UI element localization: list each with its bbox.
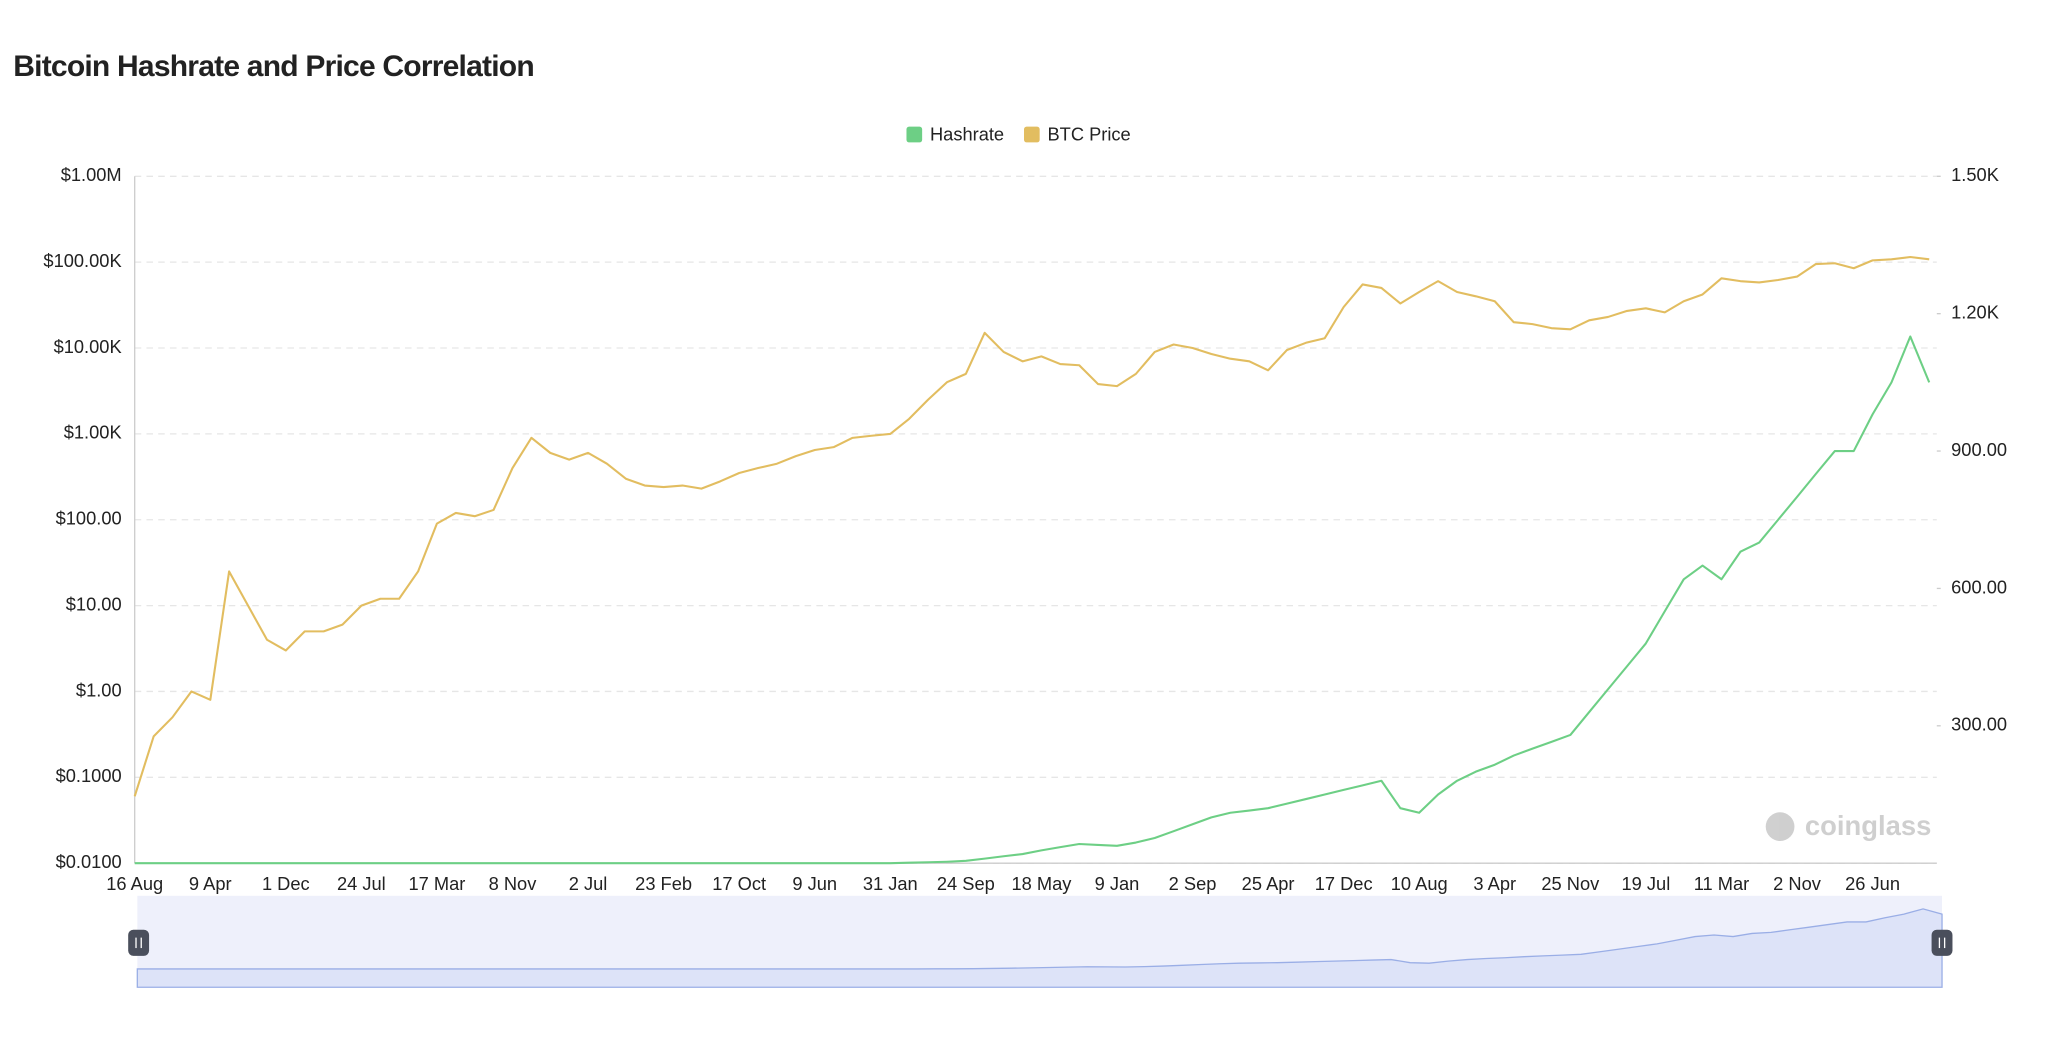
watermark-icon <box>1765 812 1795 841</box>
x-tick-label: 2 Sep <box>1169 873 1217 894</box>
x-tick-label: 18 May <box>1011 873 1072 894</box>
series-line <box>134 335 1931 865</box>
x-tick-label: 9 Jan <box>1095 873 1140 894</box>
y2-tick-label: 900.00 <box>1951 439 2007 460</box>
chart-title: Bitcoin Hashrate and Price Correlation <box>13 50 534 83</box>
watermark: coinglass <box>1765 810 1931 841</box>
x-tick-label: 9 Apr <box>189 873 232 894</box>
x-tick-label: 17 Dec <box>1315 873 1373 894</box>
y2-tick-label: 600.00 <box>1951 576 2007 597</box>
x-tick-label: 31 Jan <box>863 873 918 894</box>
legend-label: Hashrate <box>930 124 1004 145</box>
x-tick-label: 17 Oct <box>712 873 766 894</box>
legend-swatch <box>1024 126 1040 143</box>
x-tick-label: 25 Nov <box>1541 873 1600 894</box>
x-tick-label: 16 Aug <box>106 873 163 894</box>
y-tick-label: $100.00K <box>43 250 121 271</box>
x-tick-label: 2 Nov <box>1773 873 1822 894</box>
x-tick-label: 10 Aug <box>1391 873 1448 894</box>
x-tick-label: 3 Apr <box>1473 873 1516 894</box>
series-line <box>133 255 1930 797</box>
legend-swatch <box>906 126 923 143</box>
x-tick-label: 11 Mar <box>1694 873 1750 894</box>
x-tick-label: 2 Jul <box>569 873 608 894</box>
y-tick-label: $0.0100 <box>56 851 122 872</box>
y-tick-label: $100.00 <box>56 508 122 529</box>
y-tick-label: $10.00K <box>54 336 122 357</box>
x-tick-label: 1 Dec <box>262 873 310 894</box>
x-tick-label: 9 Jun <box>792 873 837 894</box>
y2-tick-label: 300.00 <box>1951 714 2007 735</box>
x-tick-label: 17 Mar <box>409 873 466 894</box>
watermark-text: coinglass <box>1805 810 1931 841</box>
legend-label: BTC Price <box>1048 124 1131 145</box>
y-tick-label: $10.00 <box>66 593 122 614</box>
navigator-handle[interactable] <box>1931 929 1953 956</box>
y-tick-label: $1.00M <box>61 164 122 185</box>
x-tick-label: 26 Jun <box>1845 873 1900 894</box>
x-tick-label: 19 Jul <box>1622 873 1671 894</box>
x-tick-label: 24 Jul <box>337 873 386 894</box>
y2-tick-label: 1.20K <box>1951 301 1999 322</box>
y-tick-label: $1.00K <box>64 422 122 443</box>
y-tick-label: $0.1000 <box>56 765 122 786</box>
x-tick-label: 8 Nov <box>489 873 538 894</box>
y-tick-label: $1.00 <box>76 679 122 700</box>
navigator-area <box>136 908 1943 988</box>
y2-tick-label: 1.50K <box>1951 164 1999 185</box>
x-tick-label: 23 Feb <box>635 873 692 894</box>
x-tick-label: 25 Apr <box>1242 873 1295 894</box>
x-tick-label: 24 Sep <box>937 873 995 894</box>
navigator-handle[interactable] <box>128 929 150 956</box>
